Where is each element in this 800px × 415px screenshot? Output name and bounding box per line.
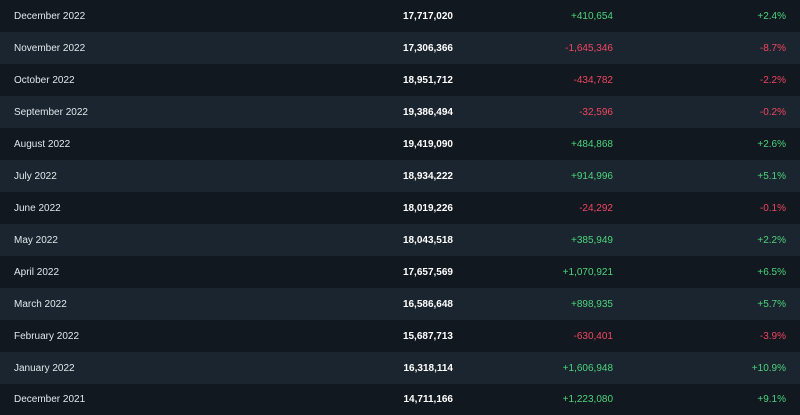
month-cell: June 2022 (14, 202, 61, 214)
change-cell: +484,868 (571, 138, 613, 150)
total-cell: 14,711,166 (403, 394, 454, 405)
month-cell: February 2022 (14, 330, 80, 342)
table-row: March 2022 16,586,648 +898,935 +5.7% (0, 288, 800, 320)
month-cell: August 2022 (14, 138, 71, 150)
change-cell: -32,596 (579, 106, 613, 118)
total-cell: 17,717,020 (402, 10, 453, 22)
table-row: December 2022 17,717,020 +410,654 +2.4% (0, 0, 800, 32)
table-row: June 2022 18,019,226 -24,292 -0.1% (0, 192, 800, 224)
month-cell: November 2022 (14, 42, 86, 54)
percent-change-cell: +9.1% (757, 394, 786, 405)
change-cell: +914,996 (571, 170, 613, 182)
total-cell: 15,687,713 (402, 330, 453, 342)
percent-change-cell: +2.4% (757, 10, 786, 22)
month-cell: January 2022 (14, 362, 75, 374)
percent-change-cell: -0.1% (759, 202, 786, 214)
month-cell: December 2021 (14, 394, 86, 405)
percent-change-cell: -8.7% (759, 42, 786, 54)
table-row: October 2022 18,951,712 -434,782 -2.2% (0, 64, 800, 96)
total-cell: 18,019,226 (402, 202, 453, 214)
total-cell: 18,951,712 (402, 74, 453, 86)
table-row: December 2021 14,711,166 +1,223,080 +9.1… (0, 384, 800, 415)
month-cell: July 2022 (14, 170, 57, 182)
total-cell: 19,419,090 (402, 138, 453, 150)
table-row: January 2022 16,318,114 +1,606,948 +10.9… (0, 352, 800, 384)
change-cell: +410,654 (571, 10, 613, 22)
table-row: August 2022 19,419,090 +484,868 +2.6% (0, 128, 800, 160)
total-cell: 16,318,114 (403, 362, 454, 374)
change-cell: +1,070,921 (562, 266, 613, 278)
percent-change-cell: +5.7% (757, 298, 786, 310)
percent-change-cell: +5.1% (757, 170, 786, 182)
change-cell: +1,606,948 (562, 362, 613, 374)
change-cell: -630,401 (573, 330, 613, 342)
percent-change-cell: +6.5% (757, 266, 786, 278)
month-cell: May 2022 (14, 234, 58, 246)
percent-change-cell: +2.2% (757, 234, 786, 246)
change-cell: -1,645,346 (565, 42, 613, 54)
change-cell: +385,949 (571, 234, 613, 246)
total-cell: 17,657,569 (402, 266, 453, 278)
table-row: April 2022 17,657,569 +1,070,921 +6.5% (0, 256, 800, 288)
table-row: February 2022 15,687,713 -630,401 -3.9% (0, 320, 800, 352)
table-row: November 2022 17,306,366 -1,645,346 -8.7… (0, 32, 800, 64)
table-row: July 2022 18,934,222 +914,996 +5.1% (0, 160, 800, 192)
month-cell: December 2022 (14, 10, 86, 22)
percent-change-cell: +2.6% (757, 138, 786, 150)
change-cell: -434,782 (573, 74, 613, 86)
month-cell: April 2022 (14, 266, 60, 278)
month-cell: September 2022 (14, 106, 88, 118)
total-cell: 16,586,648 (402, 298, 453, 310)
change-cell: +1,223,080 (562, 394, 613, 405)
total-cell: 19,386,494 (402, 106, 453, 118)
change-cell: -24,292 (579, 202, 613, 214)
change-cell: +898,935 (571, 298, 613, 310)
month-cell: March 2022 (14, 298, 67, 310)
total-cell: 17,306,366 (402, 42, 453, 54)
percent-change-cell: -2.2% (759, 74, 786, 86)
table-row: May 2022 18,043,518 +385,949 +2.2% (0, 224, 800, 256)
percent-change-cell: -0.2% (759, 106, 786, 118)
table-row: September 2022 19,386,494 -32,596 -0.2% (0, 96, 800, 128)
month-cell: October 2022 (14, 74, 75, 86)
percent-change-cell: -3.9% (759, 330, 786, 342)
total-cell: 18,934,222 (402, 170, 453, 182)
percent-change-cell: +10.9% (751, 362, 786, 374)
total-cell: 18,043,518 (402, 234, 453, 246)
